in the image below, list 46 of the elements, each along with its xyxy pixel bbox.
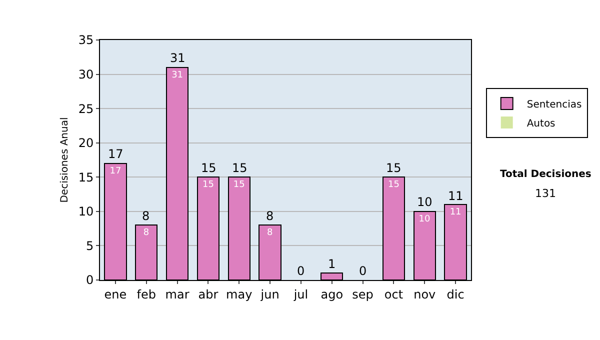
y-tick-label: 10 [78,204,94,219]
total-label: 0 [297,264,305,278]
total-label: 17 [108,147,124,161]
total-label: 11 [448,189,464,203]
x-tick-label: abr [198,287,218,302]
y-tick-label: 30 [78,67,94,82]
y-axis-title: Decisiones Anual [59,117,70,203]
x-tick-label: sep [352,287,374,302]
y-tick-label: 20 [78,136,94,150]
y-tick-label: 15 [78,170,94,184]
x-tick-label: feb [136,287,156,302]
total-label: 15 [232,161,248,175]
total-label: 31 [170,51,186,65]
x-tick-label: jun [260,287,280,302]
total-label: 8 [142,209,150,223]
y-tick-label: 25 [78,102,94,116]
y-tick-label: 35 [78,33,94,48]
data-label: 15 [388,180,400,190]
text: Total Decisiones [500,169,592,180]
total-label: 15 [386,161,402,175]
x-tick-label: mar [165,287,190,302]
x-tick-label: nov [414,287,436,302]
total-label: 8 [266,209,274,223]
x-tick-label: ene [104,287,127,302]
data-label: 15 [233,180,245,190]
x-tick-label: may [226,287,252,302]
x-tick-label: ago [320,287,344,302]
total-label: 1 [328,257,336,271]
total-label: 0 [359,264,367,278]
data-label: 10 [418,214,430,224]
x-tick-label: oct [384,287,404,302]
x-tick-label: dic [446,287,464,302]
data-label: 15 [202,180,214,190]
data-label: 11 [450,208,462,218]
y-tick-label: 0 [86,273,94,288]
legend-label: Autos [526,118,556,130]
data-label: 8 [143,228,150,238]
data-label: 31 [172,70,184,80]
y-tick-label: 5 [86,238,94,253]
total-label: 15 [201,161,216,175]
total-label: 10 [417,195,432,209]
legend-label: Sentencias [526,99,582,110]
data-label: 17 [110,166,122,176]
x-tick-label: jul [292,287,308,302]
text: 131 [535,187,556,200]
data-label: 8 [267,228,274,238]
